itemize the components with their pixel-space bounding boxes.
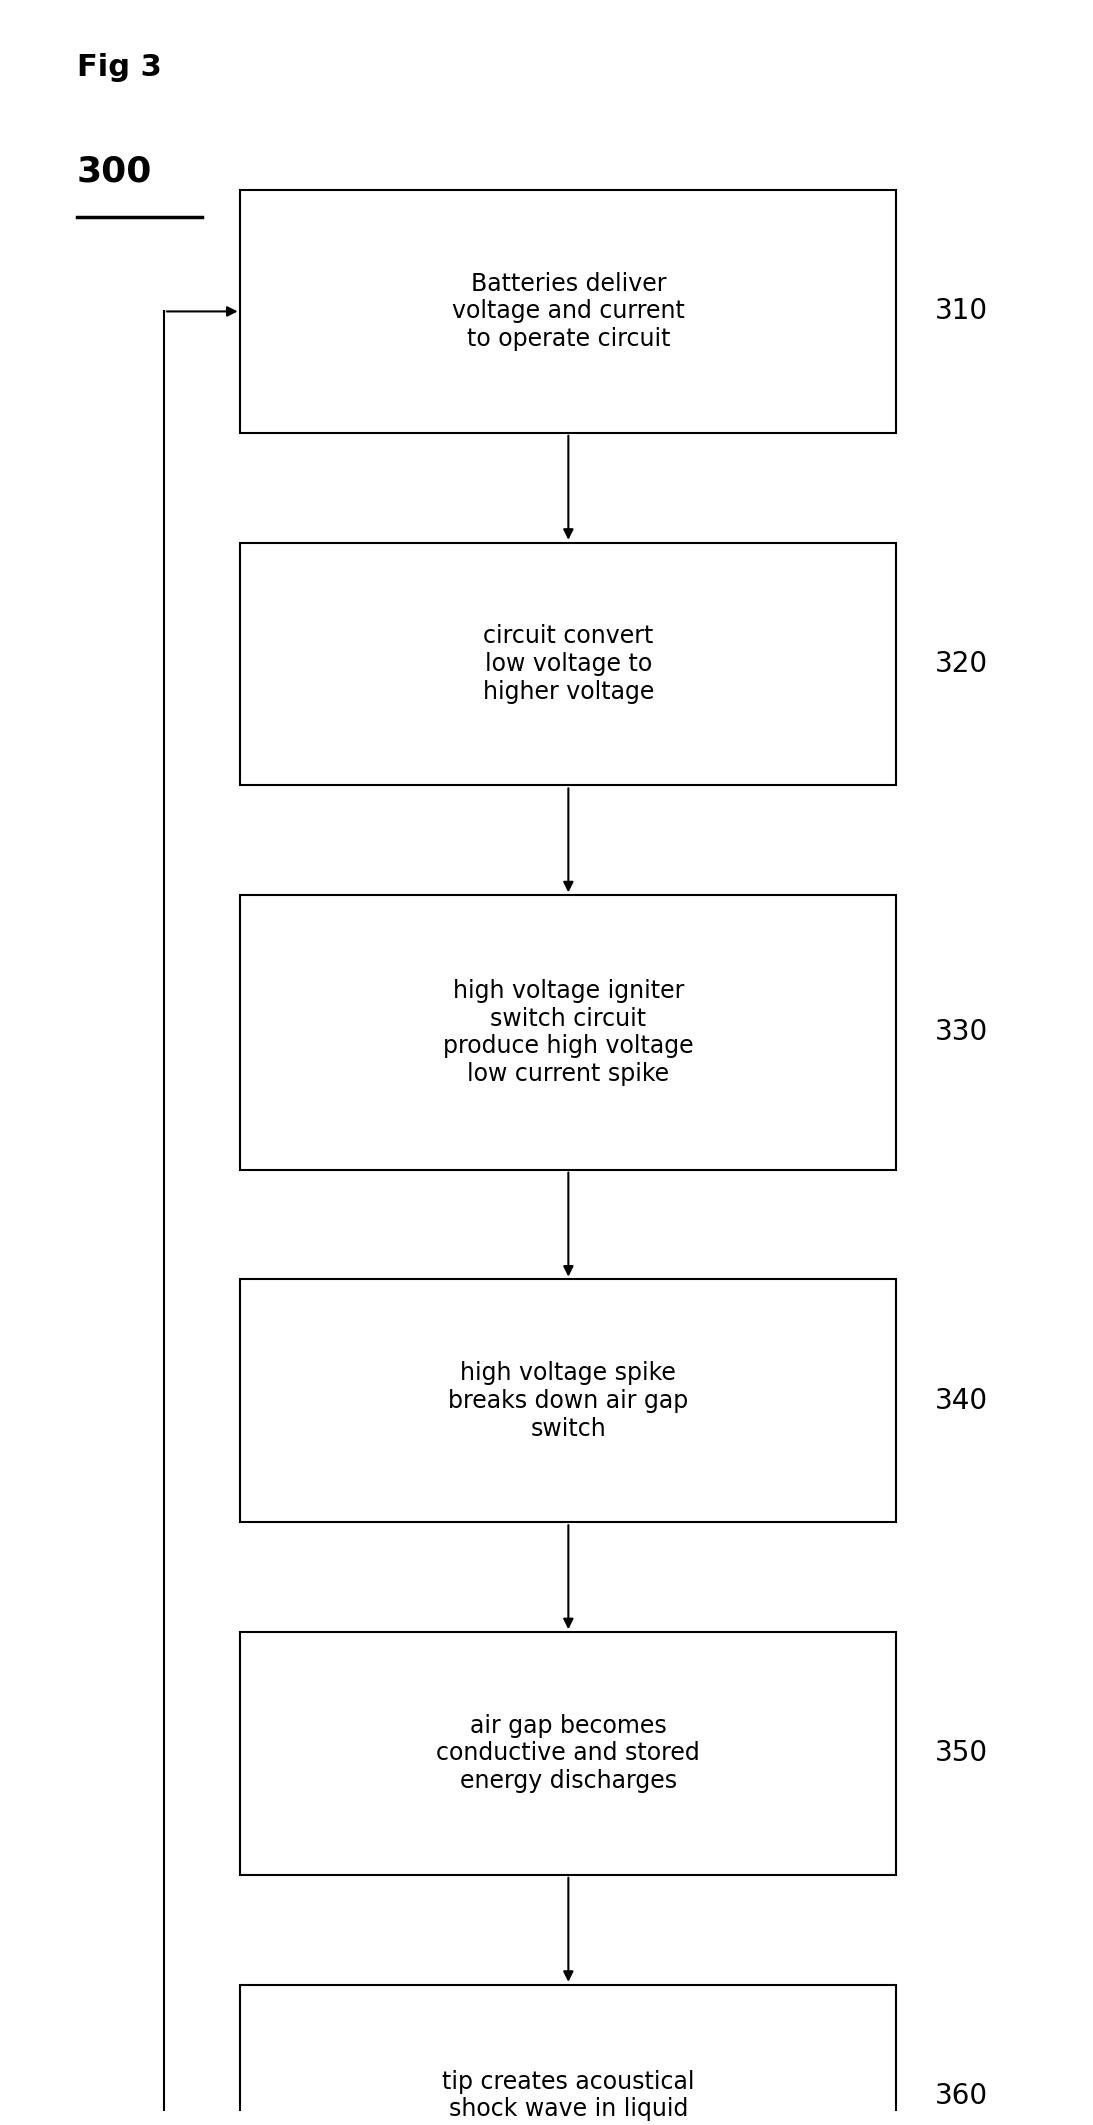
- FancyBboxPatch shape: [240, 1632, 896, 1874]
- Text: 360: 360: [935, 2082, 988, 2110]
- Text: Fig 3: Fig 3: [77, 53, 162, 81]
- FancyBboxPatch shape: [240, 542, 896, 786]
- Text: tip creates acoustical
shock wave in liquid: tip creates acoustical shock wave in liq…: [442, 2070, 695, 2121]
- Text: circuit convert
low voltage to
higher voltage: circuit convert low voltage to higher vo…: [483, 625, 654, 703]
- Text: Batteries deliver
voltage and current
to operate circuit: Batteries deliver voltage and current to…: [451, 272, 685, 351]
- Text: 340: 340: [935, 1388, 988, 1415]
- Text: high voltage spike
breaks down air gap
switch: high voltage spike breaks down air gap s…: [448, 1362, 689, 1441]
- Text: 330: 330: [935, 1018, 988, 1046]
- Text: 310: 310: [935, 298, 988, 325]
- Text: high voltage igniter
switch circuit
produce high voltage
low current spike: high voltage igniter switch circuit prod…: [443, 980, 694, 1086]
- FancyBboxPatch shape: [240, 189, 896, 434]
- Text: 320: 320: [935, 650, 988, 678]
- Text: 350: 350: [935, 1740, 988, 1768]
- FancyBboxPatch shape: [240, 1279, 896, 1522]
- Text: 300: 300: [77, 155, 152, 189]
- Text: air gap becomes
conductive and stored
energy discharges: air gap becomes conductive and stored en…: [436, 1713, 701, 1793]
- FancyBboxPatch shape: [240, 895, 896, 1169]
- FancyBboxPatch shape: [240, 1985, 896, 2125]
